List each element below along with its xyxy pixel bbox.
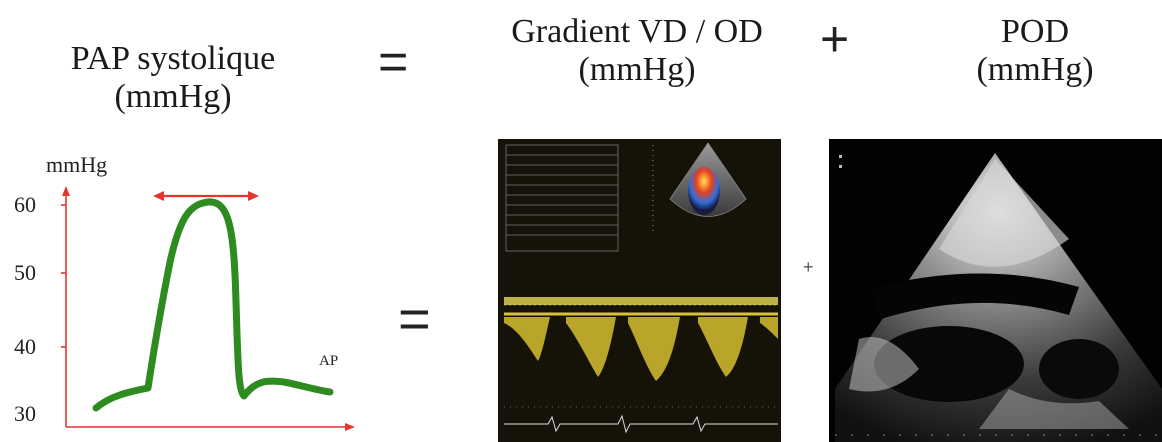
equals-sign-top: = — [378, 33, 409, 91]
doppler-envelopes — [504, 317, 778, 381]
pod-term: POD (mmHg) — [940, 13, 1130, 89]
peak-arrow-right-head — [248, 191, 259, 201]
curve-label-ap: AP — [319, 353, 338, 369]
y-axis-arrowhead — [62, 186, 70, 196]
tick-label-30: 30 — [14, 401, 36, 426]
subcostal-echo-image — [829, 139, 1162, 442]
doppler-image — [498, 139, 781, 442]
measurement-table — [505, 144, 619, 252]
echo-view — [835, 153, 1162, 442]
gradient-line1: Gradient VD / OD — [511, 13, 763, 50]
x-axis-arrowhead — [345, 423, 355, 431]
lhs-line1: PAP systolique — [70, 40, 276, 77]
peak-arrow-left-head — [153, 191, 164, 201]
plus-sign-bottom: + — [803, 257, 814, 277]
doppler-tracing — [504, 142, 778, 434]
lhs-line2: (mmHg) — [114, 78, 232, 116]
right-atrium — [874, 326, 1024, 402]
gradient-term: Gradient VD / OD (mmHg) — [478, 13, 796, 89]
plus-sign-top: + — [820, 11, 850, 67]
gradient-line2: (mmHg) — [578, 51, 696, 89]
equals-sign-bottom: = — [398, 287, 431, 350]
pressure-curve — [92, 198, 334, 412]
pod-line2: (mmHg) — [976, 51, 1094, 89]
lhs-term: PAP systolique (mmHg) — [38, 40, 308, 116]
tick-label-50: 50 — [14, 260, 36, 285]
tick-label-40: 40 — [14, 334, 36, 359]
tick-label-60: 60 — [14, 192, 36, 217]
y-unit-label: mmHg — [46, 152, 107, 177]
cardiac-chamber-band — [869, 273, 1079, 319]
color-flow-jet — [688, 167, 720, 215]
pressure-plot: mmHg 60 50 40 30 AP — [14, 152, 355, 431]
pod-line1: POD — [1000, 13, 1070, 50]
ecg-trace — [504, 414, 778, 434]
